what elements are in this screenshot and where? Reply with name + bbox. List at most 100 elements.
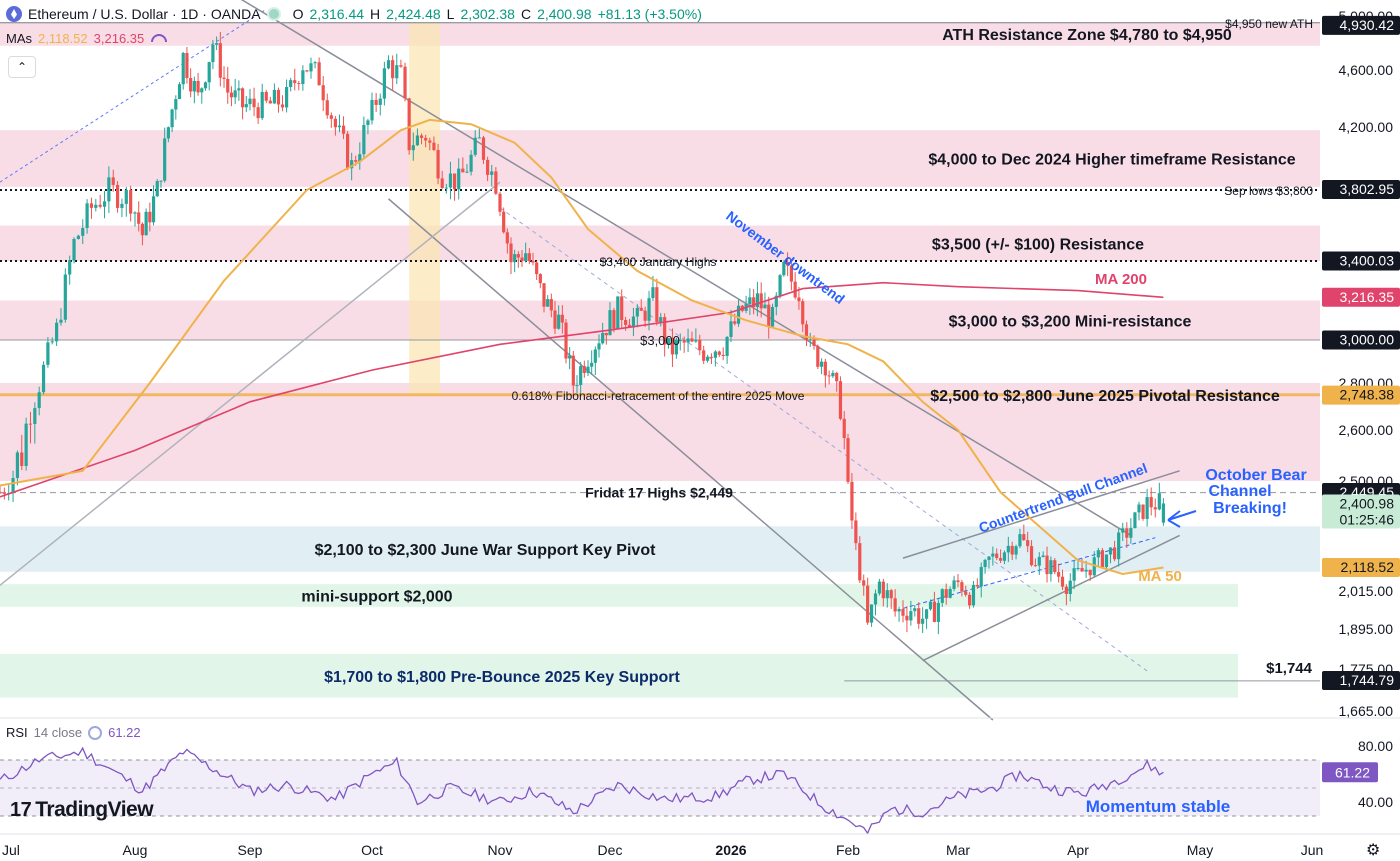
candle-body — [301, 70, 305, 84]
open-label: O — [292, 6, 304, 22]
candle-body — [272, 89, 276, 104]
candle-body — [877, 581, 882, 594]
price-tag-bg — [1322, 287, 1400, 307]
candle-body — [313, 62, 317, 64]
symbol-title[interactable]: Ethereum / U.S. Dollar · 1D · OANDA — [28, 6, 261, 22]
x-tick-label: Dec — [598, 842, 623, 858]
rsi-line — [0, 746, 1164, 835]
candle-body — [601, 332, 605, 344]
candle-body — [1080, 568, 1084, 572]
candle-body — [960, 582, 964, 592]
candle-body — [936, 602, 940, 622]
candle-body — [98, 204, 102, 207]
candle-body — [1049, 560, 1053, 575]
candle-body — [702, 350, 706, 361]
candle-body — [248, 98, 252, 105]
candle-body — [612, 310, 616, 329]
candle-body — [1006, 545, 1010, 553]
candle-body — [1153, 507, 1157, 510]
candle-body — [200, 88, 204, 93]
candle-body — [399, 65, 403, 67]
annotation-ma50: MA 50 — [1138, 568, 1182, 585]
candle-body — [557, 314, 561, 329]
price-tag-label: 1,744.79 — [1340, 672, 1395, 688]
candle-body — [440, 178, 444, 188]
candle-body — [55, 322, 59, 342]
candle-body — [846, 438, 850, 482]
candle-body — [1133, 512, 1137, 529]
candle-body — [940, 589, 944, 603]
ma-legend[interactable]: MAs 2,118.52 3,216.35 — [6, 31, 168, 46]
y-tick-label: 2,015.00 — [1339, 583, 1394, 599]
rsi-legend[interactable]: RSI 14 close 61.22 — [6, 725, 141, 740]
annotation-bear-channel-line3: Breaking! — [1213, 500, 1287, 517]
zone-support-5 — [0, 526, 1320, 572]
candle-body — [428, 140, 432, 143]
candle-body — [869, 604, 874, 623]
candle-body — [948, 588, 952, 598]
annotation-momentum-stable: Momentum stable — [1086, 797, 1231, 816]
candle-body — [767, 304, 771, 327]
candle-body — [1045, 555, 1049, 575]
candle-body — [1029, 546, 1034, 566]
candle-body — [264, 91, 268, 101]
candle-body — [721, 354, 725, 356]
candle-body — [419, 135, 424, 138]
candle-body — [321, 85, 325, 101]
candle-body — [237, 88, 241, 91]
candle-body — [1041, 555, 1045, 557]
candle-body — [386, 60, 391, 69]
candle-body — [1104, 554, 1109, 568]
candle-body — [163, 138, 167, 181]
gear-icon[interactable]: ⚙ — [1366, 842, 1381, 859]
price-tag-label: 3,802.95 — [1340, 181, 1395, 197]
zone-label-1: $4,000 to Dec 2024 Higher timeframe Resi… — [928, 152, 1295, 169]
candle-body — [170, 109, 174, 128]
price-tag-bg — [1322, 330, 1400, 350]
high-label: H — [370, 6, 381, 22]
candle-body — [1121, 528, 1125, 533]
candle-body — [624, 319, 628, 325]
rsi-value-tag-bg — [1322, 762, 1378, 783]
candle-body — [901, 608, 905, 616]
candle-body — [690, 338, 694, 342]
candle-body — [1117, 532, 1121, 560]
price-tag-label: 4,930.42 — [1340, 17, 1395, 33]
price-tag-label: 2,118.52 — [1341, 559, 1395, 575]
candle-body — [341, 125, 346, 134]
price-tag-countdown: 01:25:46 — [1340, 511, 1395, 527]
candle-body — [717, 351, 721, 355]
y-tick-label: 4,200.00 — [1339, 119, 1394, 135]
candle-body — [481, 137, 486, 160]
candle-body — [329, 115, 333, 119]
candle-body — [244, 104, 248, 108]
candle-body — [280, 104, 285, 108]
collapse-legend-button[interactable]: ⌃ — [8, 56, 36, 78]
candle-body — [1084, 569, 1088, 572]
candle-body — [553, 310, 557, 329]
x-tick-label: Jul — [2, 842, 20, 858]
candle-body — [590, 362, 594, 367]
candle-body — [325, 100, 329, 116]
candle-body — [759, 293, 763, 309]
candle-body — [631, 316, 636, 328]
candle-body — [366, 120, 370, 125]
candle-body — [436, 149, 440, 179]
tradingview-logo[interactable]: 17 TradingView — [10, 798, 154, 822]
candle-body — [881, 581, 885, 599]
ma-label: MAs — [6, 31, 32, 46]
candle-body — [835, 372, 839, 382]
candle-body — [793, 281, 797, 298]
candle-body — [120, 203, 124, 208]
candle-body — [913, 608, 917, 612]
candle-body — [917, 608, 921, 624]
candle-body — [921, 618, 925, 624]
candle-body — [415, 135, 420, 146]
price-tag-bg — [1322, 180, 1400, 200]
candle-body — [424, 137, 428, 141]
candle-body — [403, 66, 407, 99]
candle-body — [374, 100, 378, 105]
candle-body — [289, 80, 293, 87]
zone-label-2: $3,500 (+/- $100) Resistance — [932, 236, 1144, 253]
